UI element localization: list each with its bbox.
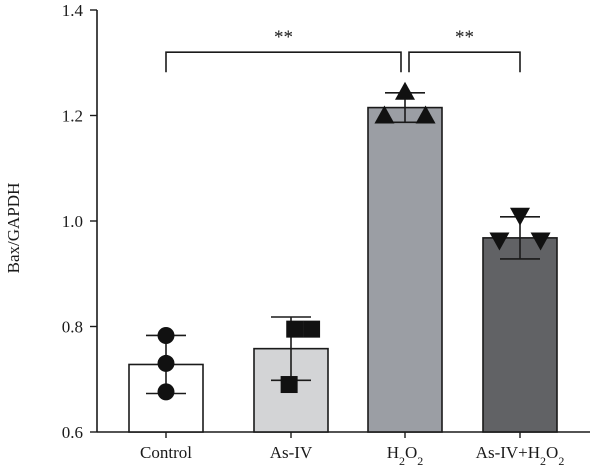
data-point bbox=[157, 326, 175, 344]
data-point bbox=[510, 207, 530, 226]
significance-brackets: ** ** bbox=[165, 27, 521, 73]
significance-label: ** bbox=[455, 27, 474, 48]
y-tick-label: 0.8 bbox=[62, 318, 83, 337]
axes: 0.6 0.8 1.0 1.2 1.4 Control As-IV H2O2 As-IV+H2O… bbox=[62, 1, 590, 468]
data-point bbox=[374, 105, 395, 124]
y-tick-label: 1.4 bbox=[62, 1, 84, 20]
significance-bracket bbox=[165, 51, 402, 73]
data-point bbox=[395, 81, 415, 100]
data-point bbox=[157, 383, 175, 401]
x-category-label: H2O2 bbox=[387, 443, 424, 468]
data-points bbox=[157, 81, 551, 401]
y-tick-label: 1.2 bbox=[62, 107, 83, 126]
y-tick-label: 0.6 bbox=[62, 423, 83, 442]
data-point bbox=[280, 376, 298, 394]
data-point bbox=[157, 354, 175, 372]
significance-label: ** bbox=[274, 27, 293, 48]
y-tick-label: 1.0 bbox=[62, 212, 83, 231]
data-point bbox=[303, 320, 321, 338]
x-category-label: Control bbox=[140, 443, 192, 462]
significance-bracket bbox=[408, 51, 521, 73]
data-point bbox=[415, 105, 436, 124]
y-axis-label: Bax/GAPDH bbox=[4, 183, 23, 274]
data-point bbox=[530, 232, 551, 251]
x-category-label: As-IV bbox=[270, 443, 313, 462]
bar bbox=[367, 106, 443, 433]
bar bbox=[482, 237, 558, 433]
x-category-label: As-IV+H2O2 bbox=[476, 443, 565, 468]
data-point bbox=[286, 320, 304, 338]
data-point bbox=[489, 232, 510, 251]
bars bbox=[128, 92, 558, 433]
